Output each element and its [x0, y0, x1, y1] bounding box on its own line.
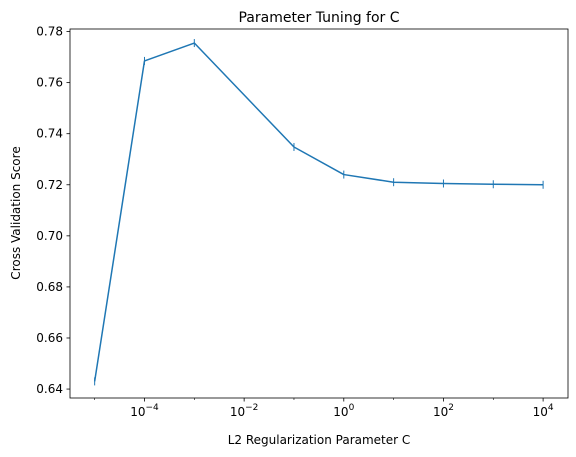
x-tick-label: 10−2: [230, 403, 259, 419]
y-axis-title: Cross Validation Score: [9, 146, 23, 279]
x-axis-ticks: 10−4 10−2 100 102 104: [94, 398, 554, 419]
x-tick-label: 102: [433, 403, 454, 419]
plot-frame: [69, 28, 569, 399]
y-tick-label: 0.74: [36, 127, 63, 141]
y-tick-label: 0.78: [36, 25, 63, 39]
y-tick-label: 0.68: [36, 280, 63, 294]
y-tick-label: 0.66: [36, 331, 63, 345]
y-axis-ticks: 0.64 0.66 0.68 0.70 0.72 0.74 0.76 0.78: [36, 25, 70, 396]
chart-title: Parameter Tuning for C: [238, 10, 399, 26]
y-tick-label: 0.76: [36, 76, 63, 90]
plot-area: [69, 28, 569, 399]
x-tick-label: 10−4: [130, 403, 159, 419]
y-tick-label: 0.64: [36, 382, 63, 396]
x-tick-label: 100: [333, 403, 354, 419]
y-tick-label: 0.70: [36, 229, 63, 243]
x-axis-title: L2 Regularization Parameter C: [228, 433, 411, 447]
y-tick-label: 0.72: [36, 178, 63, 192]
x-tick-label: 104: [533, 403, 554, 419]
